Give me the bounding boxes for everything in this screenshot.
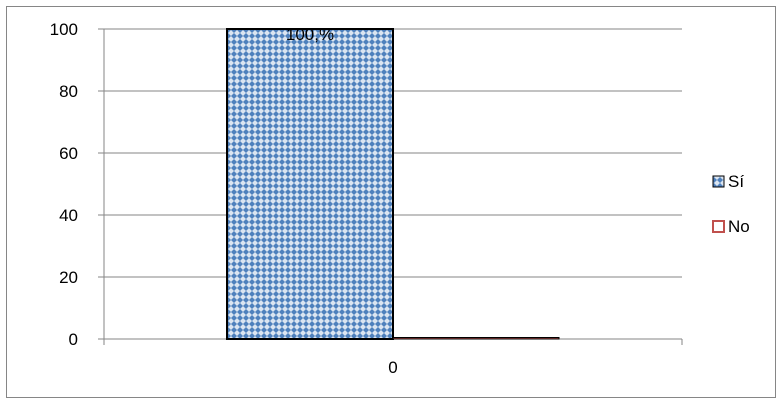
legend-item: No [712,217,750,236]
legend-label: Sí [728,172,744,191]
labels: 100,% 0 [286,25,398,377]
x-tick-label: 0 [388,358,397,377]
data-label: 100,% [286,25,334,44]
legend-swatch-si [712,175,725,188]
bar-no [392,337,560,340]
legend-label: No [728,217,750,236]
y-tick-label: 60 [59,144,78,163]
legend: Sí No [712,172,750,236]
legend-item: Sí [712,172,744,191]
legend-swatch-no [712,220,725,233]
bars [226,28,560,340]
bar-si [226,28,394,340]
y-tick-label: 100 [50,20,78,39]
axes: 0 20 40 60 80 100 [50,20,683,349]
y-tick-label: 20 [59,268,78,287]
y-tick-label: 40 [59,206,78,225]
y-tick-label: 80 [59,82,78,101]
y-tick-label: 0 [69,330,78,349]
